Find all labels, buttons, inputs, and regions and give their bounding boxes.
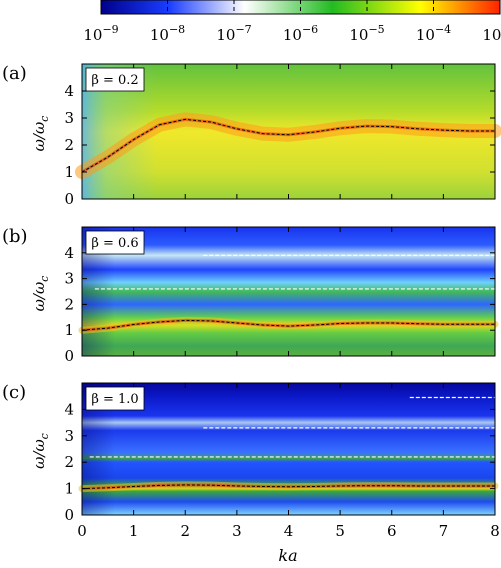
x-tick-label: 0	[77, 522, 87, 540]
y-tick-label: 0	[64, 347, 74, 365]
beta-annotation: β = 1.0	[91, 392, 138, 407]
beta-annotation: β = 0.2	[91, 73, 138, 88]
y-axis-label: ω/ωc	[30, 116, 51, 152]
y-axis-label: ω/ωc	[30, 276, 51, 312]
beta-annotation-box	[85, 230, 145, 255]
y-tick-label: 4	[64, 400, 74, 418]
heatmap-panels: 0 1 2 3 4 (a) ω/ωc β = 0.2 0 1 2 3 4 (b) ω/ωc β = 0.6 0 1…	[2, 63, 501, 540]
beta-annotation-box	[85, 386, 145, 411]
y-axis-label: ω/ωc	[30, 433, 51, 469]
x-tick-label: 5	[335, 522, 345, 540]
x-tick-label: 6	[387, 522, 397, 540]
dispersion-curve	[81, 319, 495, 331]
x-tick-label: 4	[284, 522, 294, 540]
colorbar: 10−9 10−8 10−7 10−6 10−5 10−4 10−3	[83, 0, 501, 44]
colorbar-tick-label: 10−5	[349, 23, 384, 44]
y-tick-label: 0	[64, 506, 74, 524]
colorbar-tick-label: 10−8	[150, 23, 185, 44]
heatmap-edge-shading	[82, 383, 495, 515]
colorbar-tick-labels: 10−9 10−8 10−7 10−6 10−5 10−4 10−3	[83, 23, 501, 44]
y-tick-label: 1	[64, 321, 74, 339]
dispersion-curve	[81, 484, 495, 490]
beta-annotation-box	[85, 67, 145, 92]
y-tick-label: 3	[64, 270, 74, 288]
panel-label: (b)	[2, 226, 28, 247]
panel-label: (c)	[2, 382, 26, 403]
y-tick-label: 4	[64, 244, 74, 262]
x-tick-label: 1	[129, 522, 139, 540]
x-axis-label: ka	[278, 546, 297, 565]
y-tick-label: 4	[64, 82, 74, 100]
dispersion-curve	[81, 118, 495, 173]
panel-label: (a)	[2, 63, 27, 84]
colorbar-tick-label: 10−4	[416, 23, 451, 44]
y-tick-label: 2	[64, 453, 74, 471]
y-tick-label: 1	[64, 163, 74, 181]
x-tick-label: 3	[232, 522, 242, 540]
x-tick-label: 8	[490, 522, 500, 540]
colorbar-ticks	[167, 0, 434, 14]
heatmap-edge-shading	[82, 227, 495, 356]
y-tick-label: 1	[64, 480, 74, 498]
y-tick-label: 0	[64, 190, 74, 208]
y-tick-label: 2	[64, 136, 74, 154]
colorbar-tick-label: 10−3	[482, 23, 501, 44]
y-tick-label: 3	[64, 427, 74, 445]
colorbar-tick-label: 10−6	[283, 23, 318, 44]
x-tick-label: 7	[439, 522, 449, 540]
y-tick-label: 3	[64, 109, 74, 127]
beta-annotation: β = 0.6	[91, 236, 138, 251]
colorbar-tick-label: 10−7	[216, 23, 251, 44]
panel-b: 0 1 2 3 4 (b) ω/ωc β = 0.6	[2, 226, 499, 365]
x-tick-label: 2	[180, 522, 190, 540]
y-tick-label: 2	[64, 295, 74, 313]
colorbar-tick-label: 10−9	[83, 23, 118, 44]
panel-a: 0 1 2 3 4 (a) ω/ωc β = 0.2	[2, 63, 501, 208]
panel-c: 0 1 2 3 4 0 1 2 3 4 5 6 7 8 (c) ω/ωc β = 1.0	[2, 382, 500, 540]
